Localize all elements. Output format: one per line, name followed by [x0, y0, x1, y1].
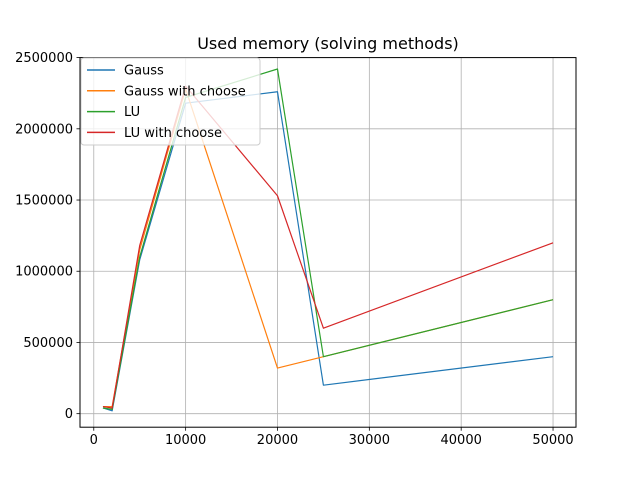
legend-label-lu: LU	[124, 105, 140, 120]
y-tick-label: 500000	[23, 336, 73, 351]
y-tick-label: 2500000	[15, 51, 73, 66]
x-axis-ticks: 0 10000 20000 30000 40000 50000	[90, 427, 574, 448]
y-tick-label: 0	[65, 407, 73, 422]
x-tick-label: 40000	[441, 433, 482, 448]
y-axis-ticks: 0 500000 1000000 1500000 2000000 2500000	[15, 51, 80, 422]
legend-label-gauss-with-choose: Gauss with choose	[124, 84, 246, 99]
x-tick-label: 20000	[257, 433, 298, 448]
legend-label-gauss: Gauss	[124, 64, 164, 79]
legend: Gauss Gauss with choose LU LU with choose	[80, 57, 261, 146]
x-tick-label: 0	[90, 433, 98, 448]
legend-box	[80, 57, 261, 146]
x-tick-label: 30000	[349, 433, 390, 448]
y-tick-label: 1500000	[15, 194, 73, 209]
plot-area-frame	[79, 57, 577, 428]
legend-label-lu-with-choose: LU with choose	[124, 126, 222, 141]
x-tick-label: 10000	[165, 433, 206, 448]
x-tick-label: 50000	[532, 433, 573, 448]
y-tick-label: 2000000	[15, 122, 73, 137]
y-tick-label: 1000000	[15, 265, 73, 280]
chart-title: Used memory (solving methods)	[197, 34, 459, 53]
grid	[80, 57, 576, 428]
